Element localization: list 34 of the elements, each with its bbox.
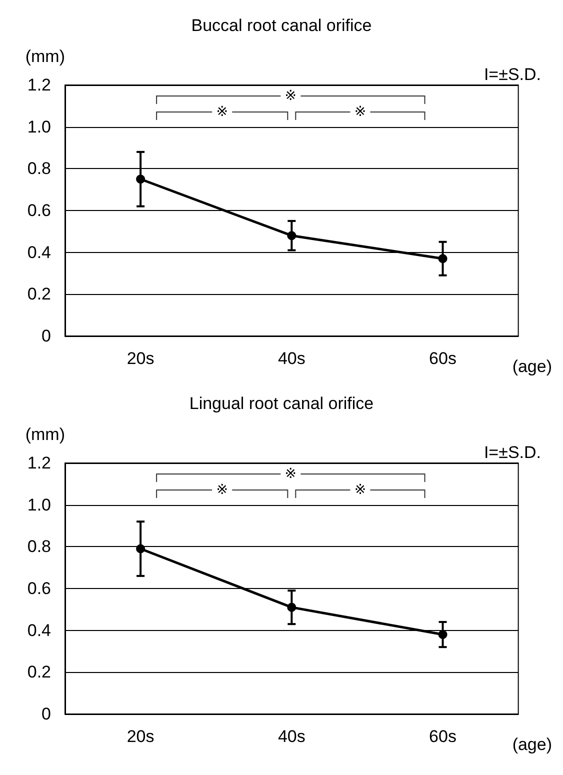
x-axis-title: (age) xyxy=(512,357,552,376)
text: I=±S.D. xyxy=(484,443,542,462)
x-tick-label: 40s xyxy=(278,727,306,746)
text: I=±S.D. xyxy=(484,65,542,84)
annotation: ※ xyxy=(284,466,297,482)
x-tick-label: 20s xyxy=(126,349,154,368)
y-tick-label: 1.0 xyxy=(27,117,51,136)
y-axis-title: (mm) xyxy=(25,47,65,66)
chart-title: Lingual root canal orifice xyxy=(189,394,374,413)
x-tick-label: 60s xyxy=(429,727,456,746)
chart-title: Buccal root canal orifice xyxy=(191,16,372,35)
y-tick-label: 0.2 xyxy=(27,662,51,682)
x-tick-label: 40s xyxy=(278,349,306,368)
y-tick-label: 0.6 xyxy=(27,201,51,220)
y-tick-label: 1.2 xyxy=(27,454,51,472)
annotation: ※ xyxy=(354,104,366,120)
annotation: ※ xyxy=(354,482,366,498)
y-tick-label: 0.8 xyxy=(27,537,51,556)
y-tick-label: 0.2 xyxy=(27,284,51,304)
y-tick-label: 0 xyxy=(42,704,51,724)
x-tick-label: 20s xyxy=(126,727,154,746)
y-tick-label: 1.0 xyxy=(27,495,51,514)
y-axis-title: (mm) xyxy=(25,425,65,444)
x-tick-label: 60s xyxy=(429,349,456,368)
y-tick-label: 1.2 xyxy=(27,76,51,94)
y-tick-label: 0.8 xyxy=(27,159,51,178)
y-tick-label: 0.4 xyxy=(27,620,51,640)
annotation: ※ xyxy=(284,88,297,104)
y-tick-label: 0 xyxy=(42,326,51,346)
y-tick-label: 0.6 xyxy=(27,579,51,598)
annotation: ※ xyxy=(216,104,228,120)
annotation: ※ xyxy=(216,482,228,498)
x-axis-title: (age) xyxy=(512,735,552,754)
y-tick-label: 0.4 xyxy=(27,242,51,262)
